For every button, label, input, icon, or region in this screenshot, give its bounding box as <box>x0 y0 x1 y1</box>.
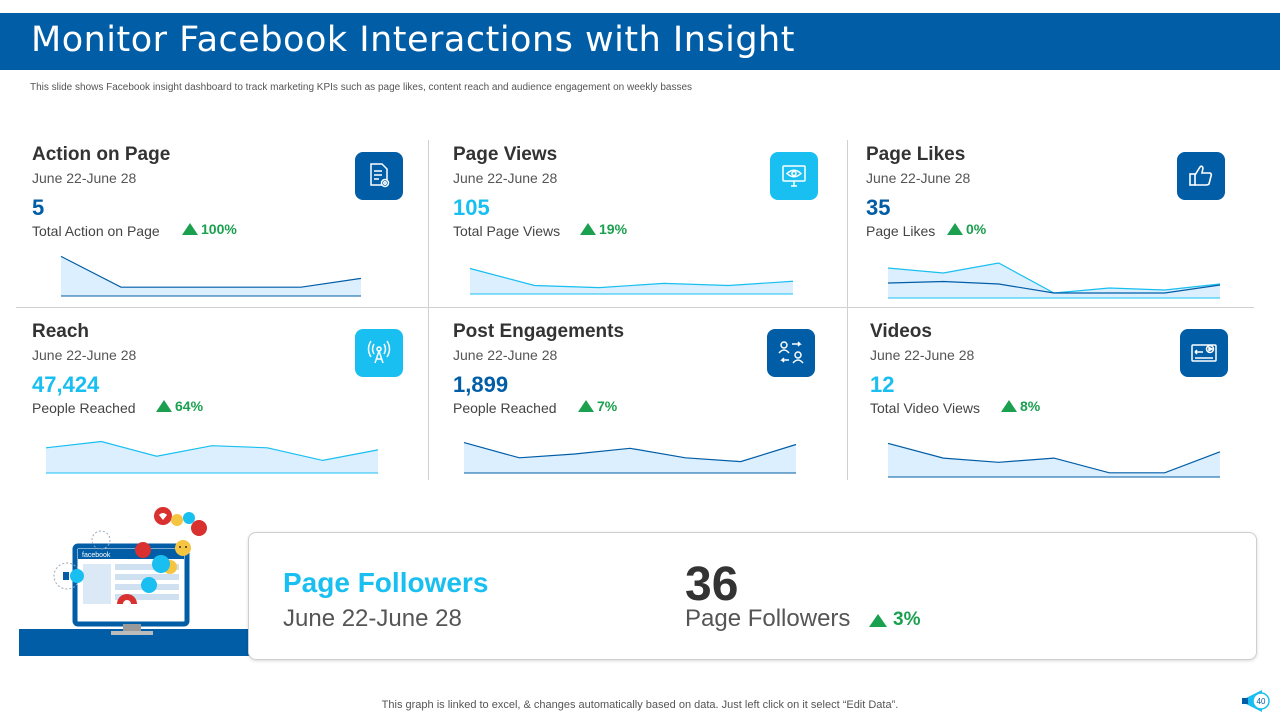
card-reach: Reach June 22-June 28 47,424 People Reac… <box>32 317 442 485</box>
sparkline-line-page-views <box>469 267 794 289</box>
card-page-views: Page Views June 22-June 28 105 Total Pag… <box>453 140 863 308</box>
card-date: June 22-June 28 <box>866 170 971 186</box>
change-value: 3% <box>893 609 921 630</box>
sparkline-action-on-page <box>60 255 362 297</box>
followers-value: 36 <box>685 558 739 611</box>
card-title: Videos <box>870 321 932 342</box>
card-change: 100% <box>182 221 237 237</box>
card-title: Page Likes <box>866 144 966 165</box>
card-date: June 22-June 28 <box>453 347 558 363</box>
change-value: 8% <box>1020 398 1041 414</box>
facebook-brand-text: facebook <box>82 552 111 559</box>
change-value: 19% <box>599 221 628 237</box>
card-date: June 22-June 28 <box>870 347 975 363</box>
card-label: Total Page Views <box>453 223 561 239</box>
change-value: 7% <box>597 398 618 414</box>
thumbs-up-icon <box>1177 152 1225 200</box>
card-label: People Reached <box>32 400 136 416</box>
card-date: June 22-June 28 <box>32 170 137 186</box>
up-arrow-icon <box>578 400 594 412</box>
users-exchange-icon <box>767 329 815 377</box>
sparkline-page-likes <box>887 262 1221 299</box>
up-arrow-icon <box>182 223 198 235</box>
up-arrow-icon <box>580 223 596 235</box>
card-page-likes: Page Likes June 22-June 28 35 Page Likes… <box>866 140 1276 308</box>
card-change: 19% <box>580 221 627 237</box>
card-label: Total Action on Page <box>32 223 160 239</box>
card-value: 35 <box>866 195 891 220</box>
sparkline-videos <box>887 442 1221 478</box>
change-value: 0% <box>966 221 987 237</box>
sparkline-area-videos <box>888 443 1220 477</box>
followers-title: Page Followers <box>283 567 489 598</box>
card-change: 7% <box>578 398 617 414</box>
card-label: Total Video Views <box>870 400 980 416</box>
change-value: 64% <box>175 398 204 414</box>
card-title: Post Engagements <box>453 321 625 342</box>
card-value: 105 <box>453 195 490 220</box>
followers-label: Page Followers <box>685 605 851 632</box>
divider-horizontal <box>16 307 1254 308</box>
card-action-on-page: Action on Page June 22-June 28 5 Total A… <box>32 140 442 308</box>
sparkline-area-post-engagements <box>464 442 796 473</box>
card-change: 0% <box>947 221 986 237</box>
sparkline-area-action-on-page <box>61 256 361 296</box>
footer-note: This graph is linked to excel, & changes… <box>381 699 899 711</box>
card-value: 5 <box>32 195 45 220</box>
broadcast-tower-icon <box>355 329 403 377</box>
video-screen-icon <box>1180 329 1228 377</box>
title-bar <box>0 13 1280 70</box>
page-followers-panel: Page Followers June 22-June 28 36 Page F… <box>248 532 1257 660</box>
divider-vertical-1 <box>428 140 429 480</box>
page-number: 40 <box>1257 697 1266 706</box>
card-label: People Reached <box>453 400 557 416</box>
page-title: Monitor Facebook Interactions with Insig… <box>31 20 795 60</box>
up-arrow-icon <box>869 613 887 627</box>
card-label: Page Likes <box>866 223 936 239</box>
followers-date: June 22-June 28 <box>283 605 462 632</box>
facebook-laptop-illustration: facebook <box>53 507 207 635</box>
card-videos: Videos June 22-June 28 12 Total Video Vi… <box>870 317 1280 485</box>
megaphone-icon: 40 <box>1242 690 1270 712</box>
sparkline-line-action-on-page <box>60 255 362 288</box>
sparkline-post-engagements <box>463 442 797 474</box>
document-gear-icon <box>355 152 403 200</box>
followers-change: 3% <box>869 609 920 631</box>
up-arrow-icon <box>947 223 963 235</box>
card-value: 12 <box>870 372 895 397</box>
card-date: June 22-June 28 <box>32 347 137 363</box>
card-title: Action on Page <box>32 144 171 165</box>
sparkline-page-views <box>469 267 794 295</box>
card-value: 1,899 <box>453 372 509 397</box>
sparkline-area-page-views <box>470 268 793 294</box>
divider-vertical-2 <box>847 140 848 480</box>
monitor-eye-icon <box>770 152 818 200</box>
card-date: June 22-June 28 <box>453 170 558 186</box>
up-arrow-icon <box>1001 400 1017 412</box>
card-title: Page Views <box>453 144 558 165</box>
card-value: 47,424 <box>32 372 100 397</box>
card-change: 8% <box>1001 398 1040 414</box>
change-value: 100% <box>201 221 237 237</box>
card-change: 64% <box>156 398 203 414</box>
card-post-engagements: Post Engagements June 22-June 28 1,899 P… <box>453 317 863 485</box>
page-subtitle: This slide shows Facebook insight dashbo… <box>30 82 693 93</box>
card-title: Reach <box>32 321 90 342</box>
sparkline-reach <box>45 440 379 474</box>
up-arrow-icon <box>156 400 172 412</box>
